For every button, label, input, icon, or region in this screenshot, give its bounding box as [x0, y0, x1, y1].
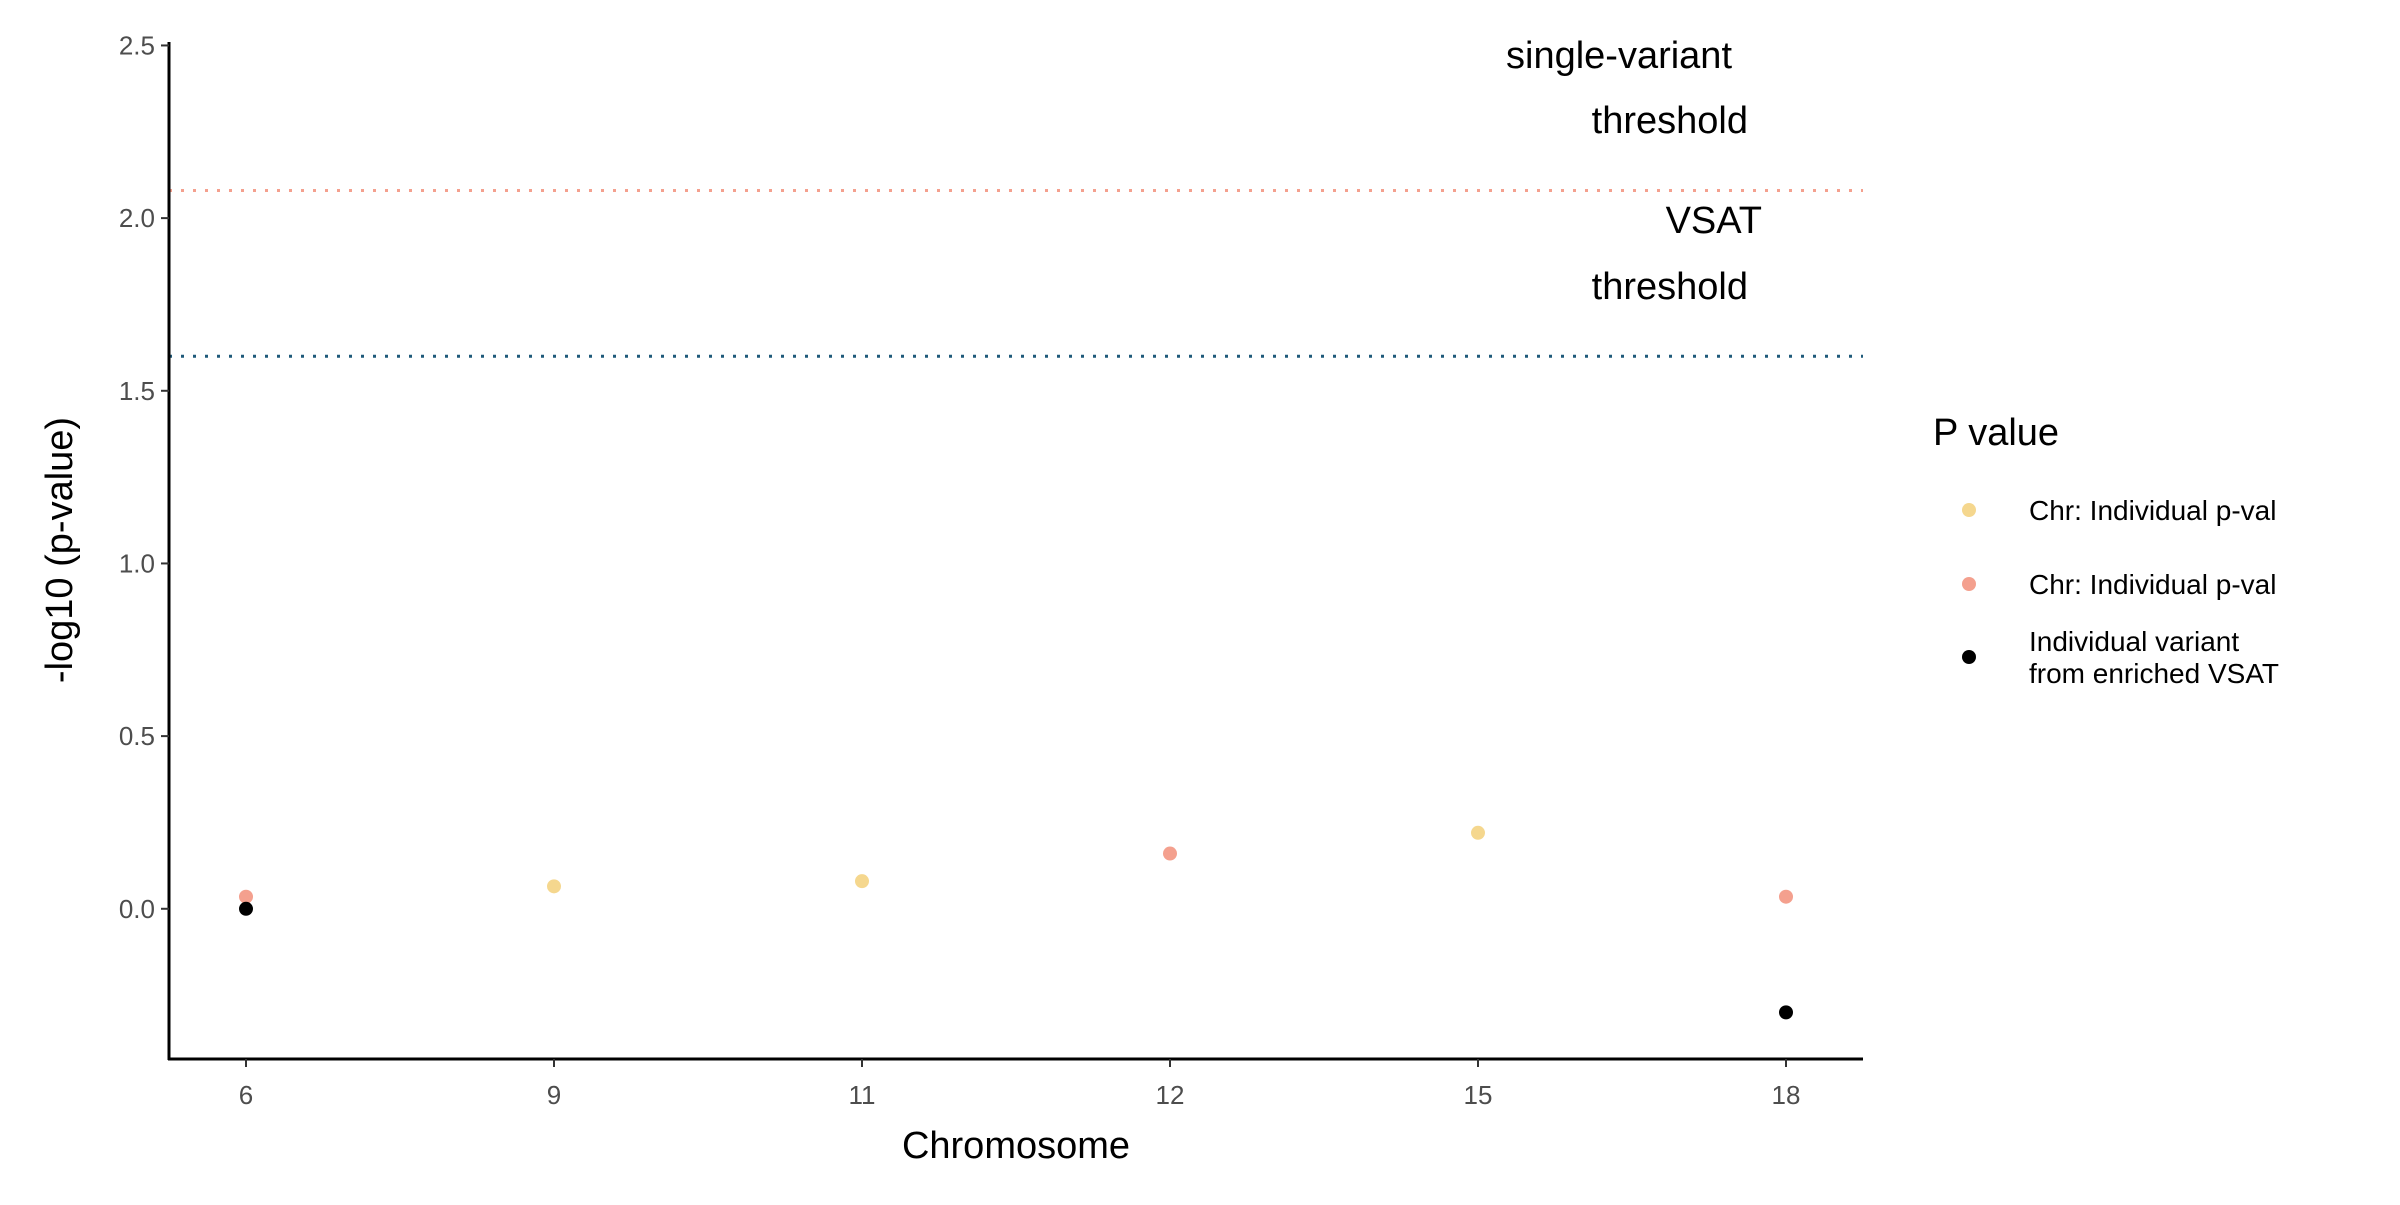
- x-tick-label: 12: [1156, 1080, 1185, 1110]
- y-axis-ticks: 0.0 0.5 1.0 1.5 2.0 2.5: [119, 30, 169, 924]
- y-axis-title: -log10 (p-value): [39, 417, 81, 683]
- y-tick-label: 1.0: [119, 548, 155, 578]
- y-tick-label: 0.0: [119, 894, 155, 924]
- threshold-labels: single-variant threshold VSAT threshold: [1506, 35, 1762, 308]
- legend-key: [1962, 650, 1976, 664]
- threshold-label: threshold: [1592, 100, 1748, 142]
- y-tick-label: 1.5: [119, 376, 155, 406]
- data-point: [1471, 825, 1485, 840]
- y-tick-label: 0.5: [119, 721, 155, 751]
- legend-label: Chr: Individual p-val: [2029, 495, 2276, 526]
- legend-label: from enriched VSAT: [2029, 658, 2279, 689]
- data-point: [1779, 889, 1793, 904]
- threshold-label: VSAT: [1666, 200, 1762, 242]
- legend-key: [1962, 503, 1976, 517]
- x-axis-title: Chromosome: [902, 1125, 1130, 1167]
- data-point: [239, 889, 253, 904]
- x-tick-label: 6: [239, 1080, 253, 1110]
- y-tick-label: 2.5: [119, 30, 155, 60]
- legend: P value Chr: Individual p-val Chr: Indivi…: [1933, 412, 2279, 689]
- y-tick-label: 2.0: [119, 203, 155, 233]
- x-axis-ticks: 6 9 11 12 15 18: [239, 1059, 1801, 1110]
- threshold-label: threshold: [1592, 266, 1748, 308]
- data-point: [547, 879, 561, 894]
- threshold-label: single-variant: [1506, 35, 1732, 77]
- data-point: [1163, 846, 1177, 861]
- x-tick-label: 9: [547, 1080, 561, 1110]
- legend-title: P value: [1933, 412, 2059, 454]
- data-points: [239, 825, 1793, 1020]
- data-point: [1779, 1005, 1793, 1020]
- x-tick-label: 18: [1772, 1080, 1801, 1110]
- data-point: [855, 874, 869, 889]
- x-tick-label: 11: [849, 1080, 876, 1110]
- legend-label: Chr: Individual p-val: [2029, 569, 2276, 600]
- legend-key: [1962, 577, 1976, 591]
- data-point: [239, 901, 253, 916]
- x-tick-label: 15: [1464, 1080, 1493, 1110]
- legend-label: Individual variant: [2029, 626, 2239, 657]
